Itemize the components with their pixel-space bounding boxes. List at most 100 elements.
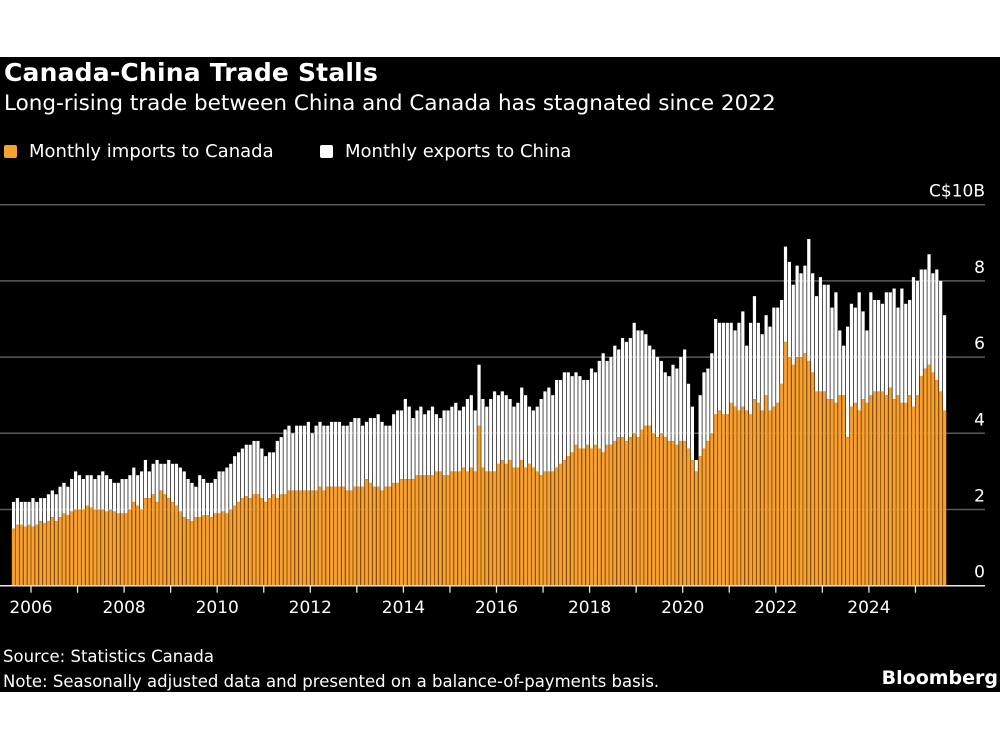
bar-imports	[585, 444, 590, 586]
bar-imports	[605, 444, 609, 586]
bar-imports	[143, 497, 148, 586]
bar-exports	[652, 349, 656, 434]
bar-imports	[453, 471, 458, 586]
y-tick-label: 0	[974, 563, 985, 583]
bar-exports	[326, 425, 330, 487]
bar-exports	[710, 353, 714, 434]
bar-exports	[489, 399, 493, 472]
bar-imports	[73, 509, 78, 586]
bar-exports	[388, 425, 392, 487]
bar-imports	[869, 395, 873, 586]
bar-exports	[221, 471, 225, 512]
x-tick-label: 2018	[568, 598, 611, 618]
bar-imports	[675, 444, 679, 586]
bar-exports	[492, 391, 497, 472]
bar-imports	[826, 398, 830, 586]
bar-imports	[139, 509, 144, 586]
bar-exports	[77, 475, 82, 510]
bar-imports	[741, 406, 745, 586]
bar-imports	[166, 497, 171, 586]
bar-exports	[694, 459, 698, 472]
bar-exports	[349, 421, 353, 491]
bar-exports	[636, 330, 640, 438]
bar-exports	[764, 315, 768, 396]
bar-exports	[570, 376, 574, 453]
bar-imports	[131, 501, 136, 586]
bar-exports	[461, 406, 466, 468]
bar-exports	[582, 379, 586, 449]
bar-imports	[632, 433, 637, 586]
bar-exports	[11, 501, 16, 529]
legend-label-imports: Monthly imports to Canada	[29, 141, 274, 162]
x-tick-label: 2024	[847, 598, 890, 618]
bar-exports	[508, 399, 512, 460]
bar-imports	[915, 395, 920, 586]
bar-imports	[616, 436, 621, 586]
bar-exports	[655, 357, 660, 438]
bar-imports	[492, 471, 497, 586]
bar-exports	[217, 471, 221, 514]
bar-imports	[822, 391, 827, 586]
bar-imports	[442, 475, 446, 586]
y-tick-label: C$10B	[929, 182, 985, 202]
bar-exports	[597, 360, 601, 449]
bar-exports	[287, 425, 291, 491]
bar-imports	[640, 429, 644, 586]
bar-exports	[822, 284, 826, 392]
bar-imports	[244, 495, 249, 586]
bar-imports	[861, 398, 865, 586]
bar-imports	[927, 364, 931, 586]
chart-subtitle: Long-rising trade between China and Cana…	[4, 91, 776, 116]
y-tick-label: 2	[974, 487, 985, 507]
bar-exports	[737, 322, 741, 411]
bar-imports	[11, 528, 16, 586]
bar-imports	[310, 490, 315, 586]
bar-exports	[62, 482, 66, 514]
bar-exports	[89, 475, 93, 508]
bar-imports	[539, 475, 543, 586]
bar-imports	[108, 509, 113, 586]
bar-exports	[613, 345, 617, 441]
bar-exports	[593, 372, 598, 445]
bar-exports	[876, 299, 881, 392]
bar-imports	[481, 467, 485, 586]
bar-imports	[58, 516, 62, 586]
bar-exports	[896, 307, 900, 396]
x-tick-label: 2016	[475, 598, 518, 618]
bar-exports	[299, 425, 303, 491]
bar-imports	[116, 513, 121, 586]
bar-exports	[190, 482, 194, 521]
bar-exports	[333, 421, 338, 487]
bar-exports	[364, 421, 369, 480]
bar-exports	[632, 322, 636, 434]
bar-imports	[42, 522, 47, 586]
bar-imports	[744, 410, 749, 586]
bar-exports	[469, 395, 473, 468]
bar-exports	[42, 498, 47, 523]
bar-exports	[283, 429, 287, 495]
bar-exports	[690, 406, 694, 460]
bar-exports	[566, 372, 570, 457]
bar-imports	[686, 448, 691, 586]
bar-imports	[818, 391, 823, 586]
bar-exports	[520, 387, 524, 460]
bar-exports	[35, 501, 39, 525]
bar-exports	[337, 421, 341, 487]
bar-exports	[516, 402, 520, 468]
bar-exports	[527, 406, 532, 464]
bar-imports	[341, 486, 346, 586]
bar-imports	[791, 364, 796, 586]
bar-imports	[768, 410, 772, 586]
bar-imports	[155, 501, 159, 586]
bar-imports	[601, 452, 605, 586]
bar-exports	[70, 479, 74, 512]
bar-exports	[539, 399, 543, 476]
bar-imports	[655, 436, 660, 586]
bar-exports	[202, 479, 206, 516]
bar-imports	[124, 513, 128, 586]
bar-imports	[333, 486, 338, 586]
bar-exports	[942, 315, 947, 411]
bar-imports	[667, 440, 671, 586]
bar-imports	[128, 509, 132, 586]
bar-imports	[403, 478, 408, 586]
